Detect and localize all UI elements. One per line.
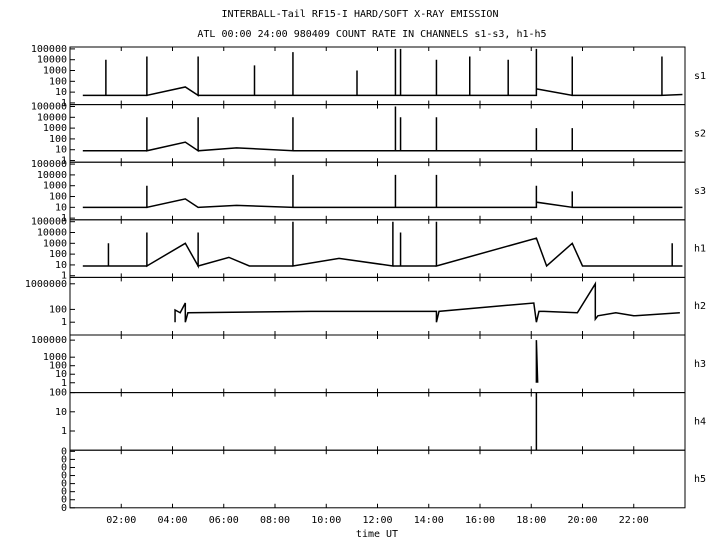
x-tick-label: 10:00 <box>311 515 341 526</box>
data-line <box>82 106 683 153</box>
data-line <box>535 340 539 383</box>
y-tick-label: 10000 <box>37 55 67 66</box>
y-tick-label: 10000 <box>37 228 67 239</box>
panel-label: h3 <box>694 359 706 370</box>
x-tick-label: 22:00 <box>619 515 649 526</box>
panel-label: s1 <box>694 71 706 82</box>
y-tick-label: 1 <box>61 271 67 282</box>
y-tick-label: 1000 <box>43 352 67 363</box>
y-tick-label: 1 <box>61 426 67 437</box>
x-tick-label: 12:00 <box>362 515 392 526</box>
x-axis-label: time UT <box>356 529 398 540</box>
y-tick-label: 0 <box>61 503 67 514</box>
y-tick-label: 0 <box>61 454 67 465</box>
y-tick-label: 100 <box>49 249 67 260</box>
y-tick-label: 1 <box>61 213 67 224</box>
y-tick-label: 100 <box>49 361 67 372</box>
x-tick-label: 08:00 <box>260 515 290 526</box>
x-tick-label: 20:00 <box>567 515 597 526</box>
y-tick-label: 1000 <box>43 123 67 134</box>
y-tick-label: 1 <box>61 378 67 389</box>
x-tick-label: 14:00 <box>414 515 444 526</box>
panel-label: h5 <box>694 474 706 485</box>
y-tick-label: 100 <box>49 304 67 315</box>
y-tick-label: 100000 <box>31 335 67 346</box>
panel-frame <box>69 219 686 278</box>
y-tick-label: 10 <box>55 87 67 98</box>
data-line <box>82 174 683 209</box>
panel-frame <box>69 449 686 509</box>
y-tick-label: 1 <box>61 156 67 167</box>
y-tick-label: 1 <box>61 317 67 328</box>
y-tick-label: 100 <box>49 76 67 87</box>
y-tick-label: 100 <box>49 134 67 145</box>
panel-frame <box>69 276 686 336</box>
data-line <box>174 281 680 323</box>
x-tick-label: 06:00 <box>209 515 239 526</box>
y-tick-label: 100000 <box>31 159 67 170</box>
x-tick-label: 18:00 <box>516 515 546 526</box>
y-tick-label: 10 <box>55 202 67 213</box>
panel-label: h4 <box>694 416 706 427</box>
y-tick-label: 0 <box>61 446 67 457</box>
y-tick-label: 10000 <box>37 112 67 123</box>
chart-subtitle: ATL 00:00 24:00 980409 COUNT RATE IN CHA… <box>197 29 546 40</box>
panel-frame <box>69 334 686 394</box>
y-tick-label: 10 <box>55 260 67 271</box>
panel-label: h1 <box>694 244 706 255</box>
x-tick-label: 16:00 <box>465 515 495 526</box>
y-tick-label: 0 <box>61 471 67 482</box>
panel-frame <box>69 161 686 221</box>
y-tick-label: 100000 <box>31 44 67 55</box>
y-tick-label: 100000 <box>31 102 67 113</box>
y-tick-label: 100 <box>49 192 67 203</box>
y-tick-label: 100 <box>49 388 67 399</box>
y-tick-label: 0 <box>61 462 67 473</box>
x-tick-label: 04:00 <box>157 515 187 526</box>
data-line <box>82 48 683 97</box>
y-tick-label: 1000 <box>43 66 67 77</box>
panel-frame <box>69 104 686 163</box>
panel-label: h2 <box>694 301 706 312</box>
data-line <box>82 221 683 269</box>
y-tick-label: 1000 <box>43 238 67 249</box>
x-tick-label: 02:00 <box>106 515 136 526</box>
y-tick-label: 10 <box>55 145 67 156</box>
y-tick-label: 0 <box>61 495 67 506</box>
y-tick-label: 0 <box>61 479 67 490</box>
panel-label: s2 <box>694 128 706 139</box>
y-tick-label: 0 <box>61 487 67 498</box>
y-tick-label: 10 <box>55 369 67 380</box>
y-tick-label: 10000 <box>37 170 67 181</box>
y-tick-label: 1000000 <box>25 279 67 290</box>
panel-frame <box>69 392 686 451</box>
y-tick-label: 10 <box>55 407 67 418</box>
y-tick-label: 100000 <box>31 217 67 228</box>
y-tick-label: 1000 <box>43 181 67 192</box>
panel-label: s3 <box>694 186 706 197</box>
chart-title: INTERBALL-Tail RF15-I HARD/SOFT X-RAY EM… <box>222 9 499 20</box>
y-tick-label: 1 <box>61 98 67 109</box>
